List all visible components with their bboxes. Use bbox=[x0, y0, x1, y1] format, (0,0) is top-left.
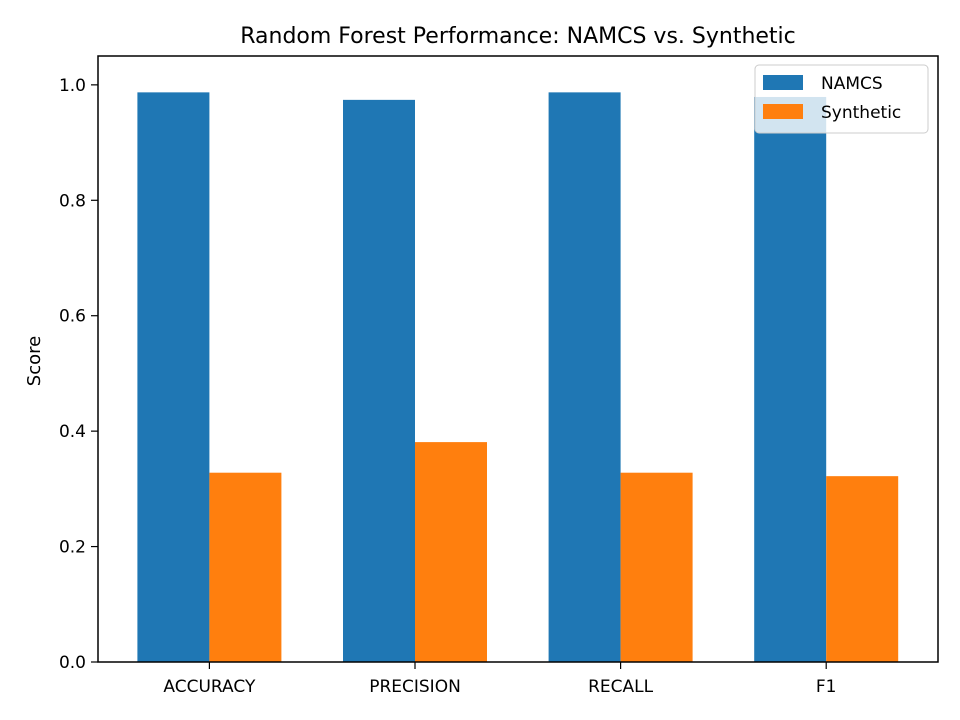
legend-label-namcs: NAMCS bbox=[821, 74, 883, 94]
bar-synthetic-accuracy bbox=[209, 472, 282, 662]
y-axis-label: Score bbox=[24, 336, 45, 386]
x-tick-label-precision: PRECISION bbox=[369, 677, 461, 697]
x-tick-label-recall: RECALL bbox=[588, 677, 654, 697]
y-axis: 0.0 0.2 0.4 0.6 0.8 1.0 bbox=[59, 76, 98, 673]
y-tick-label: 0.2 bbox=[59, 538, 86, 558]
plot-frame bbox=[97, 55, 939, 663]
x-axis: ACCURACY PRECISION RECALL F1 bbox=[163, 662, 837, 697]
bars-group bbox=[137, 92, 899, 663]
bar-synthetic-f1 bbox=[826, 476, 899, 662]
y-tick-label: 1.0 bbox=[59, 76, 86, 96]
legend-swatch-namcs bbox=[763, 75, 803, 90]
chart-title: Random Forest Performance: NAMCS vs. Syn… bbox=[240, 24, 796, 49]
y-tick-label: 0.0 bbox=[59, 653, 86, 673]
x-tick-label-accuracy: ACCURACY bbox=[163, 677, 256, 697]
legend: NAMCS Synthetic bbox=[754, 64, 929, 134]
y-tick-label: 0.6 bbox=[59, 307, 86, 327]
y-tick-label: 0.4 bbox=[59, 422, 86, 442]
bar-namcs-accuracy bbox=[137, 92, 210, 663]
y-tick-label: 0.8 bbox=[59, 191, 86, 211]
legend-swatch-synthetic bbox=[763, 104, 803, 119]
bar-namcs-recall bbox=[548, 92, 621, 663]
x-tick-label-f1: F1 bbox=[816, 677, 837, 697]
bar-namcs-f1 bbox=[754, 96, 827, 662]
bar-namcs-precision bbox=[343, 99, 415, 662]
legend-label-synthetic: Synthetic bbox=[821, 103, 901, 123]
bar-synthetic-precision bbox=[415, 442, 487, 662]
bar-synthetic-recall bbox=[620, 472, 693, 662]
